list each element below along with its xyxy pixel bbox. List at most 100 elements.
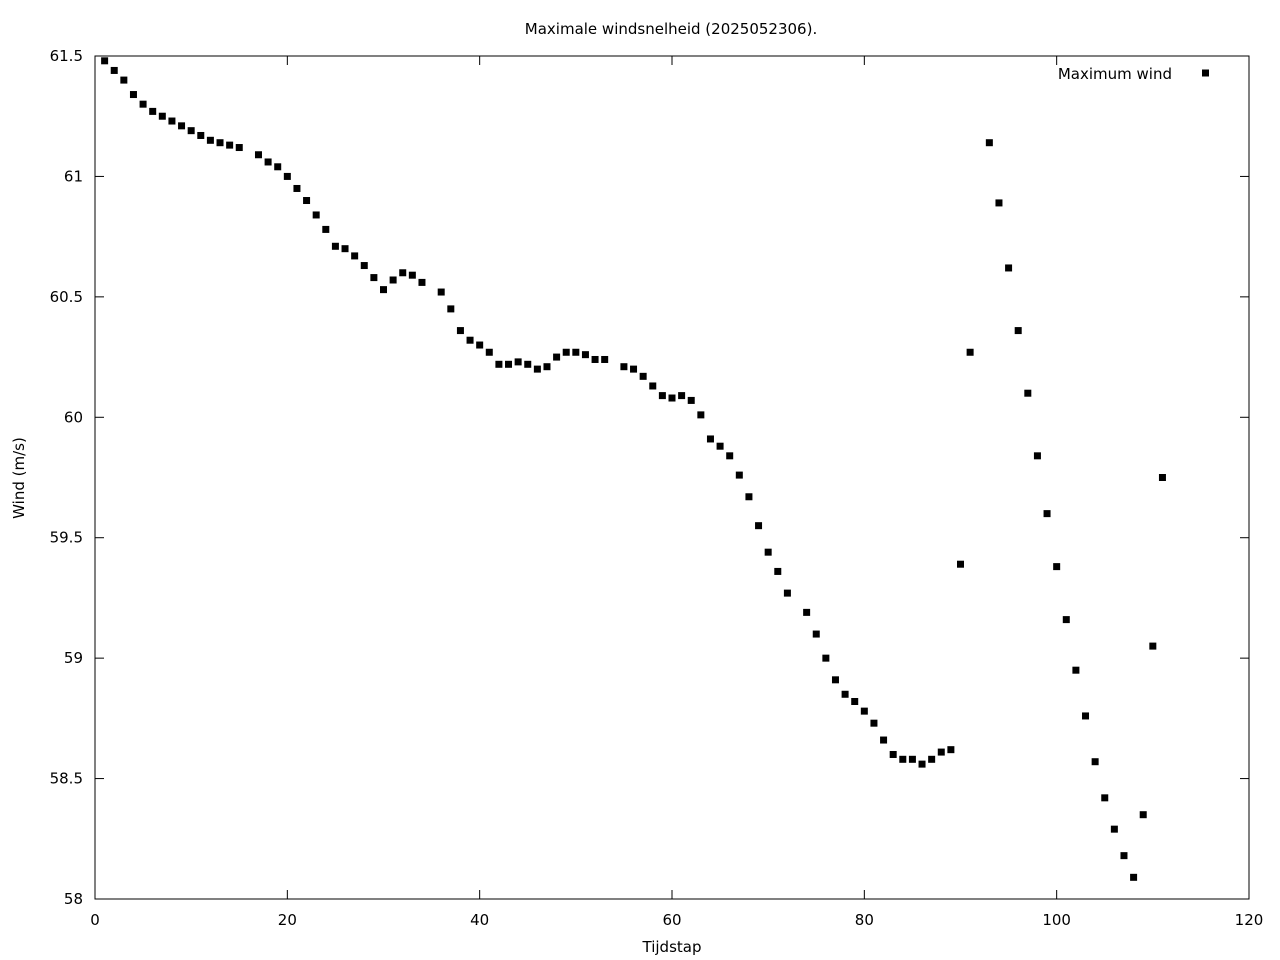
- y-axis-label: Wind (m/s): [10, 437, 28, 519]
- data-point: [168, 117, 176, 125]
- data-point: [899, 755, 907, 763]
- data-point: [524, 360, 532, 368]
- data-point: [110, 66, 118, 74]
- data-point: [687, 396, 695, 404]
- data-point: [331, 242, 339, 250]
- data-point: [649, 382, 657, 390]
- data-point: [716, 442, 724, 450]
- data-point: [1005, 264, 1013, 272]
- data-point: [774, 567, 782, 575]
- data-point: [1120, 852, 1128, 860]
- data-point: [620, 363, 628, 371]
- data-point: [466, 336, 474, 344]
- data-point: [581, 351, 589, 359]
- data-point: [389, 276, 397, 284]
- data-point: [678, 392, 686, 400]
- data-point: [783, 589, 791, 597]
- data-point: [149, 107, 157, 115]
- legend-label: Maximum wind: [1058, 65, 1172, 83]
- data-point: [351, 252, 359, 260]
- data-point: [1062, 616, 1070, 624]
- data-point: [658, 392, 666, 400]
- x-tick-label: 40: [470, 911, 489, 929]
- data-point: [1043, 510, 1051, 518]
- data-point: [1101, 794, 1109, 802]
- y-tick-label: 61: [64, 167, 83, 185]
- y-tick-label: 58.5: [50, 770, 83, 788]
- data-point: [495, 360, 503, 368]
- data-point: [562, 348, 570, 356]
- data-point: [630, 365, 638, 373]
- data-point: [966, 348, 974, 356]
- data-points: [101, 57, 1166, 881]
- data-point: [1139, 811, 1147, 819]
- x-tick-label: 80: [855, 911, 874, 929]
- data-point: [957, 560, 964, 568]
- data-point: [601, 355, 609, 363]
- data-point: [293, 184, 301, 192]
- data-point: [668, 394, 676, 402]
- data-point: [745, 493, 753, 501]
- data-point: [860, 707, 868, 715]
- legend-marker: [1202, 69, 1209, 77]
- data-point: [918, 760, 926, 768]
- legend: Maximum wind: [1058, 65, 1209, 83]
- data-point: [841, 690, 849, 698]
- data-point: [553, 353, 561, 361]
- data-point: [543, 363, 551, 371]
- y-tick-label: 59.5: [50, 529, 83, 547]
- x-tick-label: 20: [278, 911, 297, 929]
- data-point: [139, 100, 147, 108]
- plot-frame: [94, 55, 1250, 900]
- data-point: [1024, 389, 1032, 397]
- data-point: [399, 269, 407, 277]
- data-point: [812, 630, 820, 638]
- data-point: [697, 411, 705, 419]
- data-point: [129, 91, 137, 99]
- data-point: [226, 141, 234, 149]
- data-point: [312, 211, 320, 219]
- data-point: [380, 286, 387, 294]
- data-point: [418, 278, 426, 286]
- data-point: [803, 608, 811, 616]
- data-point: [870, 719, 878, 727]
- y-tick-label: 59: [64, 649, 83, 667]
- data-point: [370, 274, 378, 282]
- data-point: [206, 136, 214, 144]
- data-point: [456, 327, 464, 335]
- data-point: [505, 360, 513, 368]
- data-point: [726, 452, 734, 460]
- data-point: [572, 348, 580, 356]
- data-point: [447, 305, 455, 313]
- data-point: [437, 288, 445, 296]
- y-tick-label: 61.5: [50, 47, 83, 65]
- data-point: [408, 271, 416, 279]
- data-point: [235, 144, 243, 152]
- data-point: [639, 372, 647, 380]
- data-point: [908, 755, 916, 763]
- x-axis-label: Tijdstap: [642, 938, 702, 956]
- data-point: [101, 57, 109, 65]
- x-tick-label: 120: [1235, 911, 1264, 929]
- data-point: [216, 139, 224, 147]
- data-point: [1149, 642, 1157, 650]
- data-point: [360, 262, 368, 270]
- data-point: [985, 139, 993, 147]
- data-point: [264, 158, 272, 166]
- data-point: [1053, 563, 1061, 571]
- data-point: [178, 122, 186, 130]
- data-point: [706, 435, 714, 443]
- data-point: [341, 245, 349, 253]
- data-point: [476, 341, 484, 349]
- data-point: [322, 225, 330, 233]
- data-point: [1091, 758, 1099, 766]
- data-point: [1082, 712, 1090, 720]
- chart-title: Maximale windsnelheid (2025052306).: [525, 20, 817, 38]
- data-point: [928, 755, 936, 763]
- data-point: [822, 654, 830, 662]
- data-point: [274, 163, 282, 171]
- x-tick-label: 0: [90, 911, 100, 929]
- y-tick-label: 60: [64, 408, 83, 426]
- y-tick-label: 60.5: [50, 288, 83, 306]
